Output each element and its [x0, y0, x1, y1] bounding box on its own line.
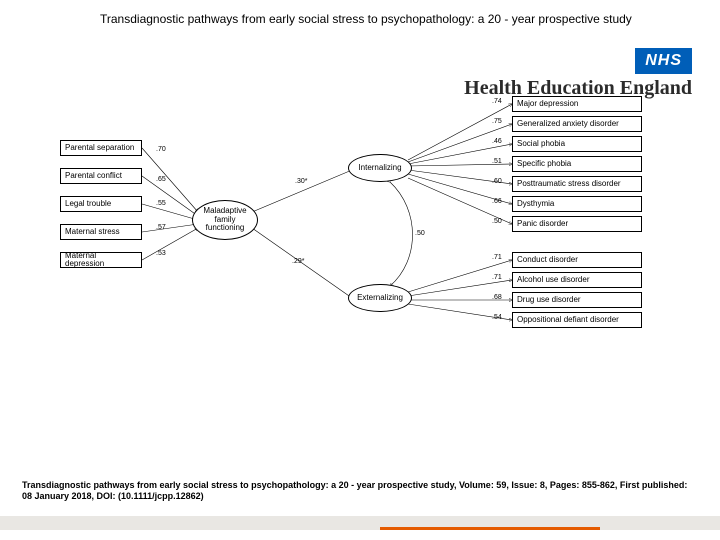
edge-rt-1: .75: [492, 118, 502, 125]
page-title: Transdiagnostic pathways from early soci…: [100, 12, 632, 26]
node-center: Maladaptive family functioning: [192, 200, 258, 240]
node-left-4: Maternal depression: [60, 252, 142, 268]
node-left-0: Parental separation: [60, 140, 142, 156]
node-rt-1: Generalized anxiety disorder: [512, 116, 642, 132]
node-externalizing: Externalizing: [348, 284, 412, 312]
node-rt-5: Dysthymia: [512, 196, 642, 212]
node-rt-0: Major depression: [512, 96, 642, 112]
node-rt-4: Posttraumatic stress disorder: [512, 176, 642, 192]
node-left-1: Parental conflict: [60, 168, 142, 184]
node-left-2: Legal trouble: [60, 196, 142, 212]
nhs-badge-icon: NHS: [635, 48, 692, 74]
edge-rt-6: .50: [492, 218, 502, 225]
edge-rt-5: .66: [492, 198, 502, 205]
edge-cross: .50: [415, 230, 425, 237]
edge-rb-2: .68: [492, 294, 502, 301]
edge-to-externalizing: .29*: [292, 258, 304, 265]
node-rt-3: Specific phobia: [512, 156, 642, 172]
edge-left-3: .57: [156, 224, 166, 231]
edge-rt-0: .74: [492, 98, 502, 105]
edge-left-4: .53: [156, 250, 166, 257]
edge-rt-4: .60: [492, 178, 502, 185]
node-rb-2: Drug use disorder: [512, 292, 642, 308]
edge-left-2: .55: [156, 200, 166, 207]
citation-text: Transdiagnostic pathways from early soci…: [22, 480, 698, 503]
node-rb-1: Alcohol use disorder: [512, 272, 642, 288]
pathway-diagram: Parental separation Parental conflict Le…: [60, 100, 670, 370]
logo-block: NHS Health Education England: [464, 48, 692, 99]
edge-rb-1: .71: [492, 274, 502, 281]
edge-rb-0: .71: [492, 254, 502, 261]
footer-decoration: [0, 516, 720, 540]
edge-rt-2: .46: [492, 138, 502, 145]
node-internalizing: Internalizing: [348, 154, 412, 182]
edge-left-0: .70: [156, 146, 166, 153]
edge-to-internalizing: .30*: [295, 178, 307, 185]
edge-left-1: .65: [156, 176, 166, 183]
node-rb-3: Oppositional defiant disorder: [512, 312, 642, 328]
edge-rb-3: .54: [492, 314, 502, 321]
node-left-3: Maternal stress: [60, 224, 142, 240]
node-rt-2: Social phobia: [512, 136, 642, 152]
slide: Transdiagnostic pathways from early soci…: [0, 0, 720, 540]
node-rt-6: Panic disorder: [512, 216, 642, 232]
edge-rt-3: .51: [492, 158, 502, 165]
node-rb-0: Conduct disorder: [512, 252, 642, 268]
